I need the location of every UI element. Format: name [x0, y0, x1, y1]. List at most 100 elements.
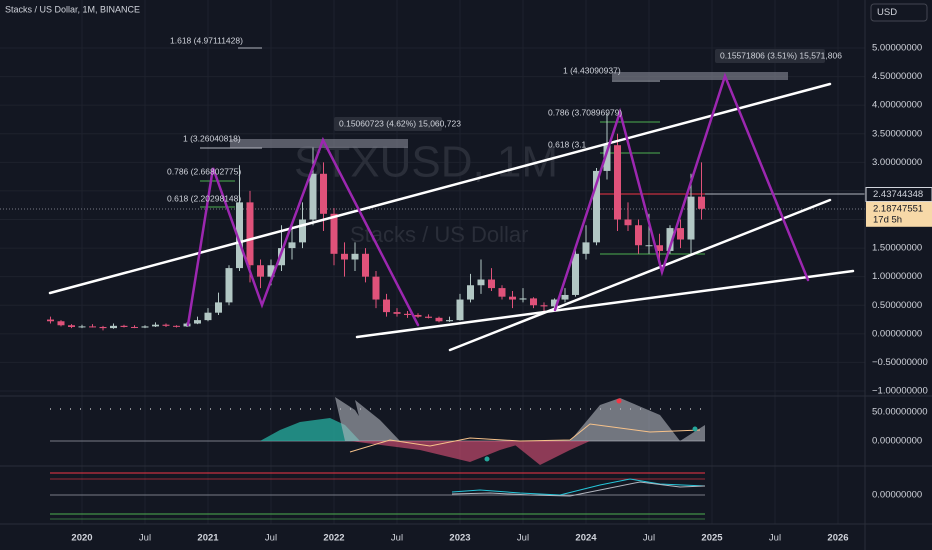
y-tick-label: −1.00000000 [872, 386, 928, 397]
price-tag [865, 187, 932, 203]
watermark-name: Stacks / US Dollar [350, 222, 529, 247]
osc-label: 0.00000000 [872, 436, 922, 447]
x-tick-label: Jul [139, 533, 151, 544]
candle-body [257, 265, 264, 277]
annotation: 0.786 (3.70896979) [548, 107, 622, 117]
price-tag-label: 2.43744348 [873, 189, 923, 200]
candle-body [362, 253, 369, 277]
candle-body [666, 228, 674, 251]
candle-body [551, 299, 558, 307]
candle-body [99, 326, 107, 329]
candle-body [131, 326, 138, 328]
candle-body [603, 145, 611, 171]
candle-body [435, 317, 443, 322]
annotations: 1.618 (4.97111428) 1 (3.26040818) 0.786 (2… [167, 35, 842, 203]
candle-body [614, 145, 621, 220]
zigzag [553, 72, 810, 312]
x-tick-label: 2024 [575, 533, 597, 544]
annotation: 0.15571806 (3.51%) 15,571,806 [720, 50, 842, 60]
candle-body [467, 285, 474, 300]
x-tick-label: 2020 [71, 533, 92, 544]
candle-body [309, 173, 317, 220]
candle-body [225, 268, 233, 303]
x-tick-label: Jul [769, 533, 781, 544]
x-tick-label: Jul [391, 533, 403, 544]
drawings [48, 72, 855, 352]
annotation: 0.786 (2.66802775) [167, 166, 241, 176]
candle-body [509, 296, 516, 300]
y-tick-label: −0.50000000 [872, 357, 928, 368]
candle-body [68, 325, 75, 327]
y-tick-label: 3.50000000 [872, 128, 922, 139]
price-tag-label: 2.18747551 [873, 203, 923, 214]
x-tick-label: 2025 [701, 533, 723, 544]
trend-line [448, 198, 832, 352]
annotation: 0.15060723 (4.62%) 15,060,723 [339, 118, 461, 128]
candle-body [194, 320, 201, 324]
candle-body [582, 242, 590, 254]
candle-body [372, 276, 380, 300]
candle-body [561, 294, 569, 300]
candle-body [320, 173, 327, 214]
annotation: 1 (3.26040818) [183, 133, 241, 143]
candle-body [519, 298, 527, 300]
y-tick-label: 1.00000000 [872, 271, 922, 282]
macd-line [451, 478, 706, 496]
annotation: 1.618 (4.97111428) [170, 35, 243, 45]
candle-body [246, 202, 254, 266]
candle-body [687, 196, 695, 240]
candle-body [330, 213, 338, 254]
currency-button[interactable] [870, 3, 928, 22]
y-tick-label: 0.50000000 [872, 300, 922, 311]
candle-body [645, 245, 653, 247]
label-box [334, 117, 442, 131]
area [570, 398, 705, 441]
annotation: 0.618 (3.1 [548, 139, 587, 149]
currency[interactable]: USD [877, 7, 897, 18]
candle-body [393, 312, 401, 314]
candle-body [425, 316, 432, 318]
candle-body [57, 321, 65, 326]
header-title: Stacks / US Dollar, 1M, BINANCE [5, 4, 140, 14]
measure-box [612, 72, 788, 80]
x-tick-label: 2023 [449, 533, 470, 544]
x-tick-label: Jul [517, 533, 529, 544]
candle-body [677, 228, 684, 240]
candle-body [540, 305, 548, 307]
macd [50, 472, 706, 520]
candle-body [477, 279, 485, 286]
area [260, 418, 360, 441]
trend-line [48, 82, 832, 295]
candle-body [341, 253, 348, 260]
signal-line [349, 423, 701, 453]
oscillator [50, 397, 705, 465]
measure-box [230, 139, 408, 148]
y-tick-label: 4.00000000 [872, 100, 922, 111]
candle-body [446, 320, 453, 322]
signal-dot [484, 456, 490, 462]
trend-line [355, 269, 855, 339]
x-tick-label: 2026 [827, 533, 848, 544]
signal-line [451, 481, 706, 497]
y-tick-label: 0.00000000 [872, 328, 922, 339]
label-box [715, 49, 825, 63]
signal-dot [692, 426, 698, 432]
annotation: 0.618 (2.20298148) [167, 193, 241, 203]
candle-body [152, 324, 159, 327]
countdown: 17d 5h [873, 214, 902, 225]
candle-body [498, 288, 506, 297]
candle-body [47, 319, 54, 322]
candle-body [404, 313, 411, 315]
candle-body [414, 314, 422, 317]
candle-body [89, 326, 96, 328]
candle-body [110, 325, 117, 329]
candle-body [141, 326, 149, 328]
x-tick-label: 2021 [197, 533, 219, 544]
area [335, 397, 400, 441]
y-tick-label: 3.00000000 [872, 157, 922, 168]
price-tag [866, 201, 932, 227]
area [350, 441, 590, 465]
y-tick-label: 4.50000000 [872, 71, 922, 82]
